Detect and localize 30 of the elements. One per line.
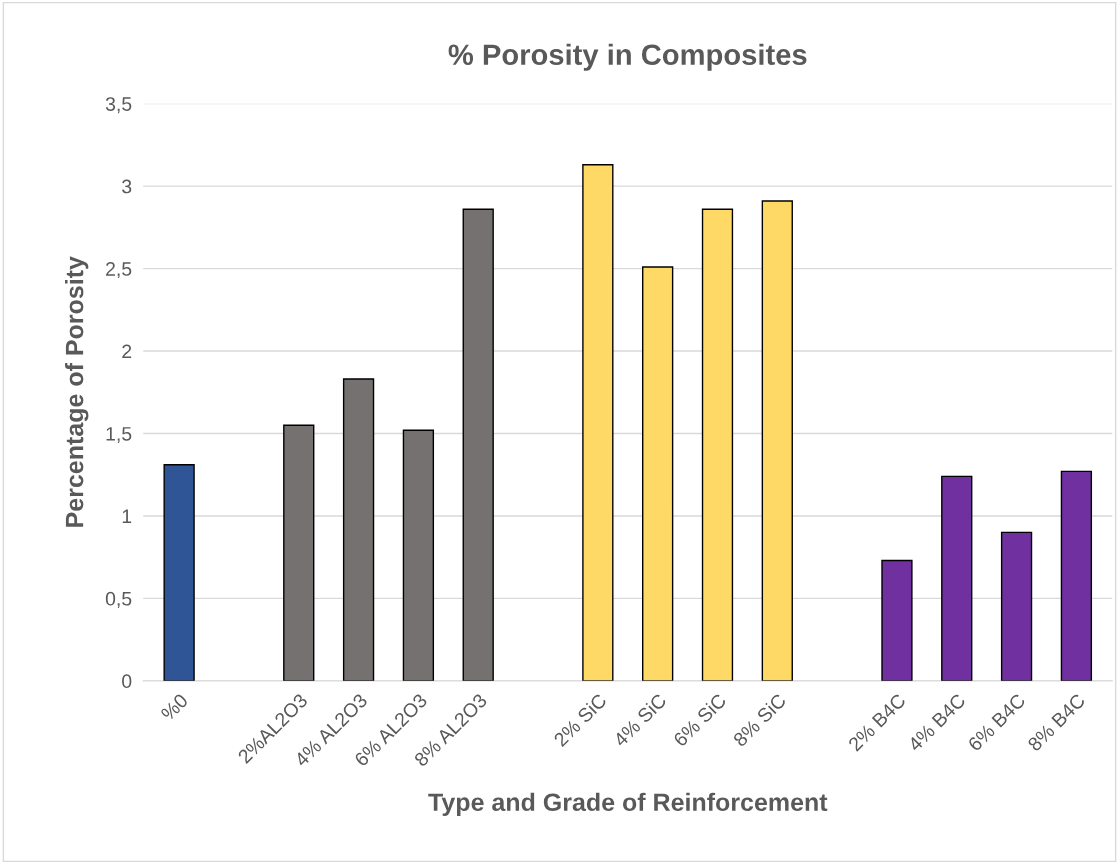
bar	[402, 429, 435, 681]
x-tick-label: 8% SiC	[732, 692, 787, 748]
y-tick-label: 2,5	[106, 262, 132, 279]
y-tick-label: 0,5	[105, 591, 132, 608]
bar	[163, 464, 195, 681]
bar	[881, 559, 913, 681]
y-tick-label: 3	[122, 179, 132, 194]
y-tick-label: 3,5	[105, 97, 132, 114]
bar	[283, 424, 315, 681]
bar	[1060, 470, 1093, 681]
y-tick-label: 1	[122, 509, 132, 523]
x-tick-label: %0	[160, 692, 189, 722]
bar	[1000, 531, 1033, 681]
chart-title: % Porosity in Composites	[448, 43, 807, 71]
bar	[701, 208, 734, 681]
bar	[582, 163, 614, 681]
x-axis-title: Type and Grade of Reinforcement	[428, 792, 828, 817]
x-tick-label: 2% SiC	[552, 692, 608, 748]
y-tick-label: 0	[122, 674, 132, 689]
x-tick-label: 6% SiC	[672, 692, 728, 748]
bar	[761, 200, 793, 681]
x-tick-label: 4% SiC	[612, 692, 668, 748]
bar	[941, 475, 973, 681]
y-tick-label: 1,5	[106, 427, 132, 444]
y-tick-label: 2	[122, 344, 132, 359]
bar	[342, 378, 375, 681]
y-axis-title: Percentage of Porosity	[65, 256, 89, 527]
bar	[642, 266, 674, 681]
x-tick-label: 2% B4C	[847, 692, 907, 752]
bar	[462, 208, 494, 681]
